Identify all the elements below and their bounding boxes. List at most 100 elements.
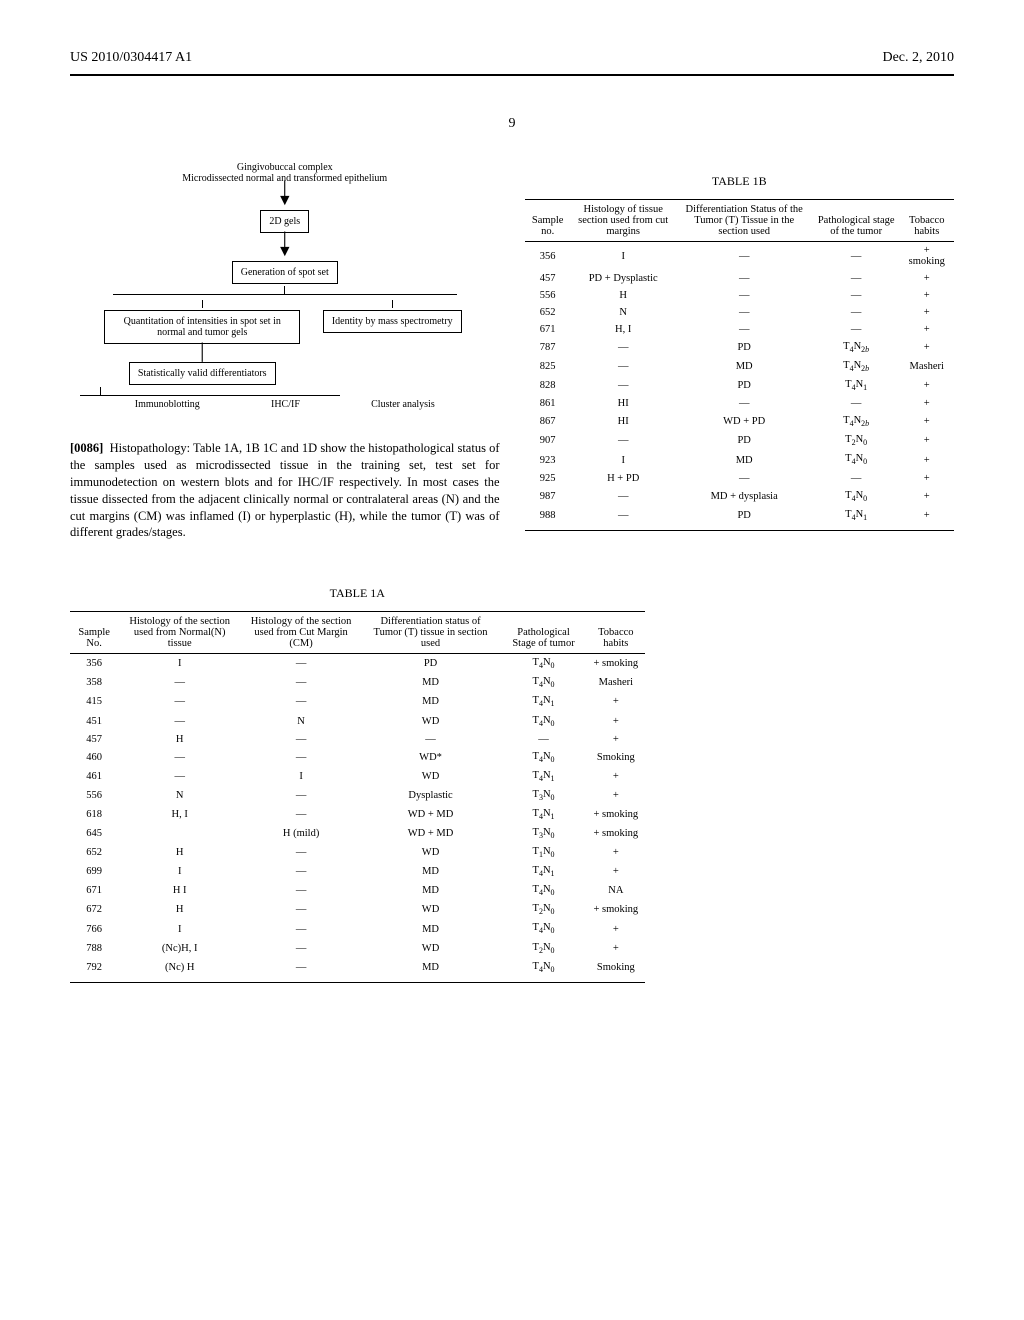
flowchart-title-1: Gingivobuccal complex (70, 162, 500, 173)
table-cell: + (587, 862, 645, 881)
table-cell: T2N0 (813, 431, 900, 450)
table-cell: 699 (70, 862, 118, 881)
table-cell: HI (571, 395, 676, 412)
table-cell: PD (676, 431, 813, 450)
table-cell: + smoking (587, 654, 645, 674)
paragraph-text: Histopathology: Table 1A, 1B 1C and 1D s… (70, 441, 500, 539)
table-cell: — (241, 692, 361, 711)
table-cell: WD (361, 767, 500, 786)
table-cell: + (900, 487, 954, 506)
table-cell: — (241, 958, 361, 983)
table-header-cell: Histology of the section used from Norma… (118, 612, 241, 654)
table-header-cell: Sample no. (525, 200, 571, 242)
table-cell: — (241, 731, 361, 748)
table-cell: T4N0 (500, 654, 587, 674)
table-cell: T4N1 (813, 506, 900, 531)
table-cell: 618 (70, 805, 118, 824)
table-cell: + (587, 692, 645, 711)
table-cell: H (118, 900, 241, 919)
table-cell: Smoking (587, 958, 645, 983)
table-cell: T2N0 (500, 939, 587, 958)
table-cell: — (813, 287, 900, 304)
table-cell: — (676, 304, 813, 321)
table-cell: T4N0 (500, 712, 587, 731)
table-cell: MD (676, 450, 813, 469)
table-cell: + smoking (587, 805, 645, 824)
table-cell: 645 (70, 824, 118, 843)
table-cell: WD (361, 712, 500, 731)
table-cell: NA (587, 881, 645, 900)
table-cell: T4N0 (500, 673, 587, 692)
table-cell: — (676, 242, 813, 271)
table-cell: + smoking (900, 242, 954, 271)
table-cell: — (118, 712, 241, 731)
table-cell: — (813, 242, 900, 271)
table-cell: 828 (525, 376, 571, 395)
table-cell: 907 (525, 431, 571, 450)
table-cell: T2N0 (500, 900, 587, 919)
table-cell: + (900, 470, 954, 487)
table-cell: T4N0 (500, 958, 587, 983)
table-cell: + (587, 843, 645, 862)
table-cell: — (241, 919, 361, 938)
table-cell: — (118, 748, 241, 767)
table-cell: — (241, 786, 361, 805)
flowchart-differentiators: Statistically valid differentiators (129, 362, 276, 385)
table-cell: HI (571, 412, 676, 431)
table-row: 356I—PDT4N0+ smoking (70, 654, 645, 674)
table-cell: — (813, 395, 900, 412)
table-cell: — (813, 270, 900, 287)
table-row: 988—PDT4N1+ (525, 506, 955, 531)
table-cell: — (241, 673, 361, 692)
table-cell: T3N0 (500, 786, 587, 805)
table-cell: T4N0 (813, 450, 900, 469)
table-cell: + (900, 287, 954, 304)
table-cell: PD (361, 654, 500, 674)
table-cell: H (118, 843, 241, 862)
table-row: 867HIWD + PDT4N2b+ (525, 412, 955, 431)
table-cell: 987 (525, 487, 571, 506)
table-row: 699I—MDT4N1+ (70, 862, 645, 881)
table-cell: MD + dysplasia (676, 487, 813, 506)
table-row: 460——WD*T4N0Smoking (70, 748, 645, 767)
table-cell: I (571, 242, 676, 271)
table-cell: (Nc)H, I (118, 939, 241, 958)
table-cell: + (587, 786, 645, 805)
flowchart-end-immunoblotting: Immunoblotting (135, 399, 200, 410)
table-cell: N (118, 786, 241, 805)
table-row: 987—MD + dysplasiaT4N0+ (525, 487, 955, 506)
table-1a: Sample No.Histology of the section used … (70, 611, 645, 983)
table-cell: + (900, 431, 954, 450)
table-cell: + (587, 712, 645, 731)
table-cell: — (241, 748, 361, 767)
flowchart-arrow: │ (102, 348, 302, 358)
table-row: 652N——+ (525, 304, 955, 321)
table-cell: 671 (525, 321, 571, 338)
table-cell: 861 (525, 395, 571, 412)
table-cell: 652 (70, 843, 118, 862)
table-cell: + (900, 321, 954, 338)
table-row: 825—MDT4N2bMasheri (525, 357, 955, 376)
table-cell: 461 (70, 767, 118, 786)
table-cell: WD* (361, 748, 500, 767)
table-cell: T4N0 (500, 881, 587, 900)
table-cell: — (241, 881, 361, 900)
table-cell: — (676, 395, 813, 412)
table-header-cell: Histology of the section used from Cut M… (241, 612, 361, 654)
table-cell: + (900, 450, 954, 469)
table-cell: — (813, 321, 900, 338)
table-cell: H (571, 287, 676, 304)
patent-number: US 2010/0304417 A1 (70, 50, 192, 66)
table-cell: — (241, 654, 361, 674)
table-cell: MD (361, 673, 500, 692)
table-cell: T4N1 (813, 376, 900, 395)
table-cell: WD (361, 939, 500, 958)
table-cell: 787 (525, 338, 571, 357)
table-row: 787—PDT4N2b+ (525, 338, 955, 357)
table-cell: 460 (70, 748, 118, 767)
table-row: 671H I—MDT4N0NA (70, 881, 645, 900)
table-cell: MD (361, 692, 500, 711)
table-row: 828—PDT4N1+ (525, 376, 955, 395)
table-cell: PD (676, 338, 813, 357)
table-cell: H + PD (571, 470, 676, 487)
